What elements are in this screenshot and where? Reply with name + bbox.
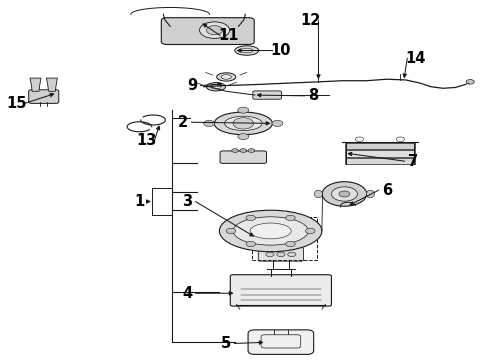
Text: 12: 12 [300,13,320,28]
Text: 5: 5 [221,336,231,351]
Text: 15: 15 [6,96,26,111]
FancyBboxPatch shape [253,91,282,99]
Circle shape [466,80,474,84]
Text: 1: 1 [134,194,145,209]
FancyBboxPatch shape [345,158,415,164]
Ellipse shape [220,210,322,252]
Circle shape [305,228,315,234]
Circle shape [233,118,253,129]
Text: 10: 10 [270,43,291,58]
Circle shape [355,137,364,141]
Ellipse shape [214,112,272,135]
Ellipse shape [211,85,221,89]
Circle shape [288,252,296,257]
Ellipse shape [224,116,262,131]
Circle shape [246,242,256,247]
FancyBboxPatch shape [248,330,314,354]
FancyBboxPatch shape [230,275,331,306]
Circle shape [286,242,295,247]
Circle shape [266,252,274,257]
Circle shape [277,252,285,257]
Text: 2: 2 [178,115,188,130]
Circle shape [286,215,295,221]
FancyBboxPatch shape [258,248,303,261]
Circle shape [206,26,223,35]
Text: 11: 11 [218,28,239,43]
Circle shape [232,149,239,152]
FancyBboxPatch shape [161,18,254,45]
Ellipse shape [206,82,225,91]
Circle shape [396,137,405,141]
Ellipse shape [233,217,308,245]
Circle shape [248,149,255,152]
Circle shape [238,134,249,140]
Text: 7: 7 [408,154,418,168]
Text: 9: 9 [187,78,197,93]
Circle shape [246,215,256,221]
FancyBboxPatch shape [345,143,415,149]
Text: 13: 13 [136,133,156,148]
Ellipse shape [217,73,236,81]
Polygon shape [30,78,41,91]
Bar [252,217,317,260]
FancyBboxPatch shape [220,151,267,163]
FancyBboxPatch shape [29,90,59,103]
Ellipse shape [250,223,291,239]
Text: 3: 3 [182,194,192,209]
Text: 8: 8 [308,88,318,103]
Text: 14: 14 [405,50,426,66]
Circle shape [272,120,283,126]
Text: 6: 6 [382,183,392,198]
Circle shape [199,22,230,39]
Polygon shape [47,78,57,91]
Text: 4: 4 [182,286,192,301]
Ellipse shape [339,191,350,197]
FancyBboxPatch shape [345,150,415,157]
Ellipse shape [221,75,231,79]
Ellipse shape [235,46,259,55]
Circle shape [204,120,215,126]
Ellipse shape [367,190,374,198]
Ellipse shape [322,182,367,206]
Ellipse shape [331,187,357,201]
Ellipse shape [241,48,253,53]
Circle shape [240,149,246,152]
Ellipse shape [315,190,322,198]
Circle shape [238,107,249,113]
Circle shape [226,228,236,234]
